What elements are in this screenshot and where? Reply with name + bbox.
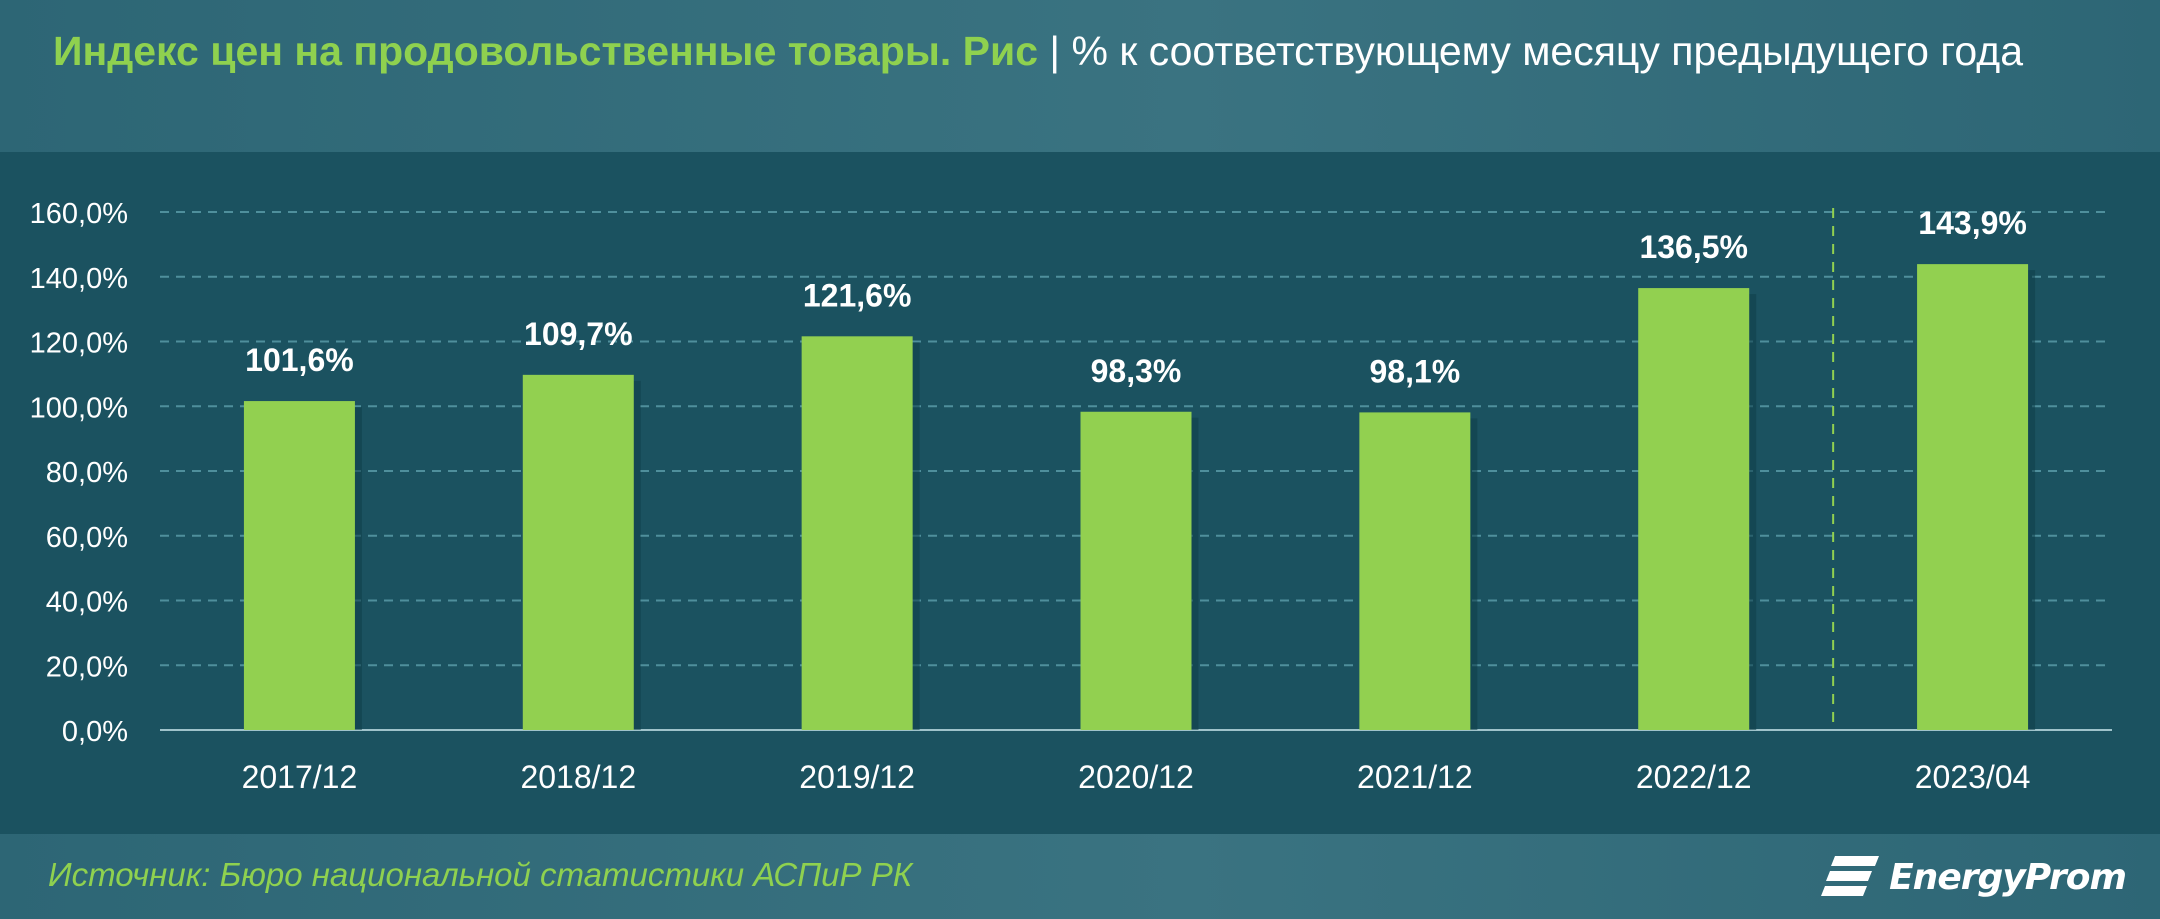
footer: Источник: Бюро национальной статистики А… <box>0 834 2160 919</box>
logo-text: EnergyProm <box>1889 856 2127 898</box>
data-label: 109,7% <box>524 316 633 352</box>
x-tick-label: 2017/12 <box>242 759 358 795</box>
data-label: 136,5% <box>1639 229 1748 265</box>
y-tick-label: 60,0% <box>46 522 128 554</box>
x-tick-label: 2018/12 <box>520 759 636 795</box>
y-tick-label: 20,0% <box>46 651 128 683</box>
bar <box>1917 264 2029 730</box>
chart-area: 0,0% 20,0% 40,0% 60,0% 80,0% 100,0% 120,0% 140,… <box>0 152 2160 834</box>
bar <box>243 401 355 730</box>
x-tick-label: 2020/12 <box>1078 759 1194 795</box>
bar <box>1080 411 1192 730</box>
bar <box>1638 288 1750 730</box>
title-subtitle: % к соответствующему месяцу предыдущего … <box>1071 28 2023 74</box>
source-note: Источник: Бюро национальной статистики А… <box>48 856 913 893</box>
data-label: 98,3% <box>1091 353 1182 389</box>
brand-logo: EnergyProm <box>1821 848 2127 906</box>
energyprom-logo-icon <box>1821 856 1880 896</box>
y-tick-label: 120,0% <box>30 328 128 360</box>
data-label: 121,6% <box>803 277 912 313</box>
bar <box>1359 412 1471 730</box>
chart-title: Индекс цен на продовольственные товары. … <box>53 22 2103 80</box>
x-tick-label: 2023/04 <box>1915 759 2031 795</box>
data-label: 101,6% <box>245 342 354 378</box>
header: Индекс цен на продовольственные товары. … <box>0 0 2160 152</box>
x-tick-label: 2019/12 <box>799 759 915 795</box>
y-tick-label: 80,0% <box>46 457 128 489</box>
y-tick-label: 40,0% <box>46 587 128 619</box>
title-separator: | <box>1049 28 1061 74</box>
y-tick-label: 140,0% <box>30 263 128 295</box>
y-tick-label: 100,0% <box>30 392 128 424</box>
x-tick-label: 2022/12 <box>1636 759 1752 795</box>
bar <box>522 374 634 730</box>
y-tick-label: 0,0% <box>62 716 128 748</box>
bar-chart: 0,0% 20,0% 40,0% 60,0% 80,0% 100,0% 120,0% 140,… <box>30 198 2112 795</box>
data-label: 143,9% <box>1918 205 2027 241</box>
bar <box>801 336 913 730</box>
title-main: Индекс цен на продовольственные товары. … <box>53 28 1039 74</box>
x-tick-label: 2021/12 <box>1357 759 1473 795</box>
y-tick-label: 160,0% <box>30 198 128 230</box>
data-label: 98,1% <box>1369 353 1460 389</box>
